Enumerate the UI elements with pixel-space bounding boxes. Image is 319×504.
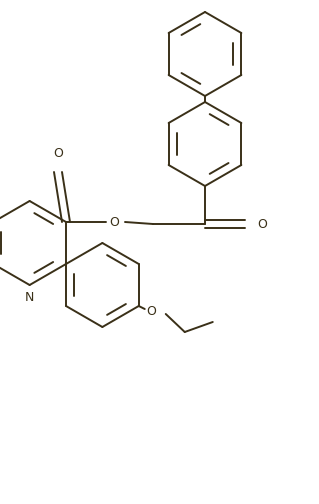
- Text: O: O: [109, 216, 119, 228]
- Text: O: O: [147, 304, 157, 318]
- Text: N: N: [25, 291, 34, 304]
- Text: O: O: [257, 218, 267, 230]
- Text: O: O: [53, 147, 63, 160]
